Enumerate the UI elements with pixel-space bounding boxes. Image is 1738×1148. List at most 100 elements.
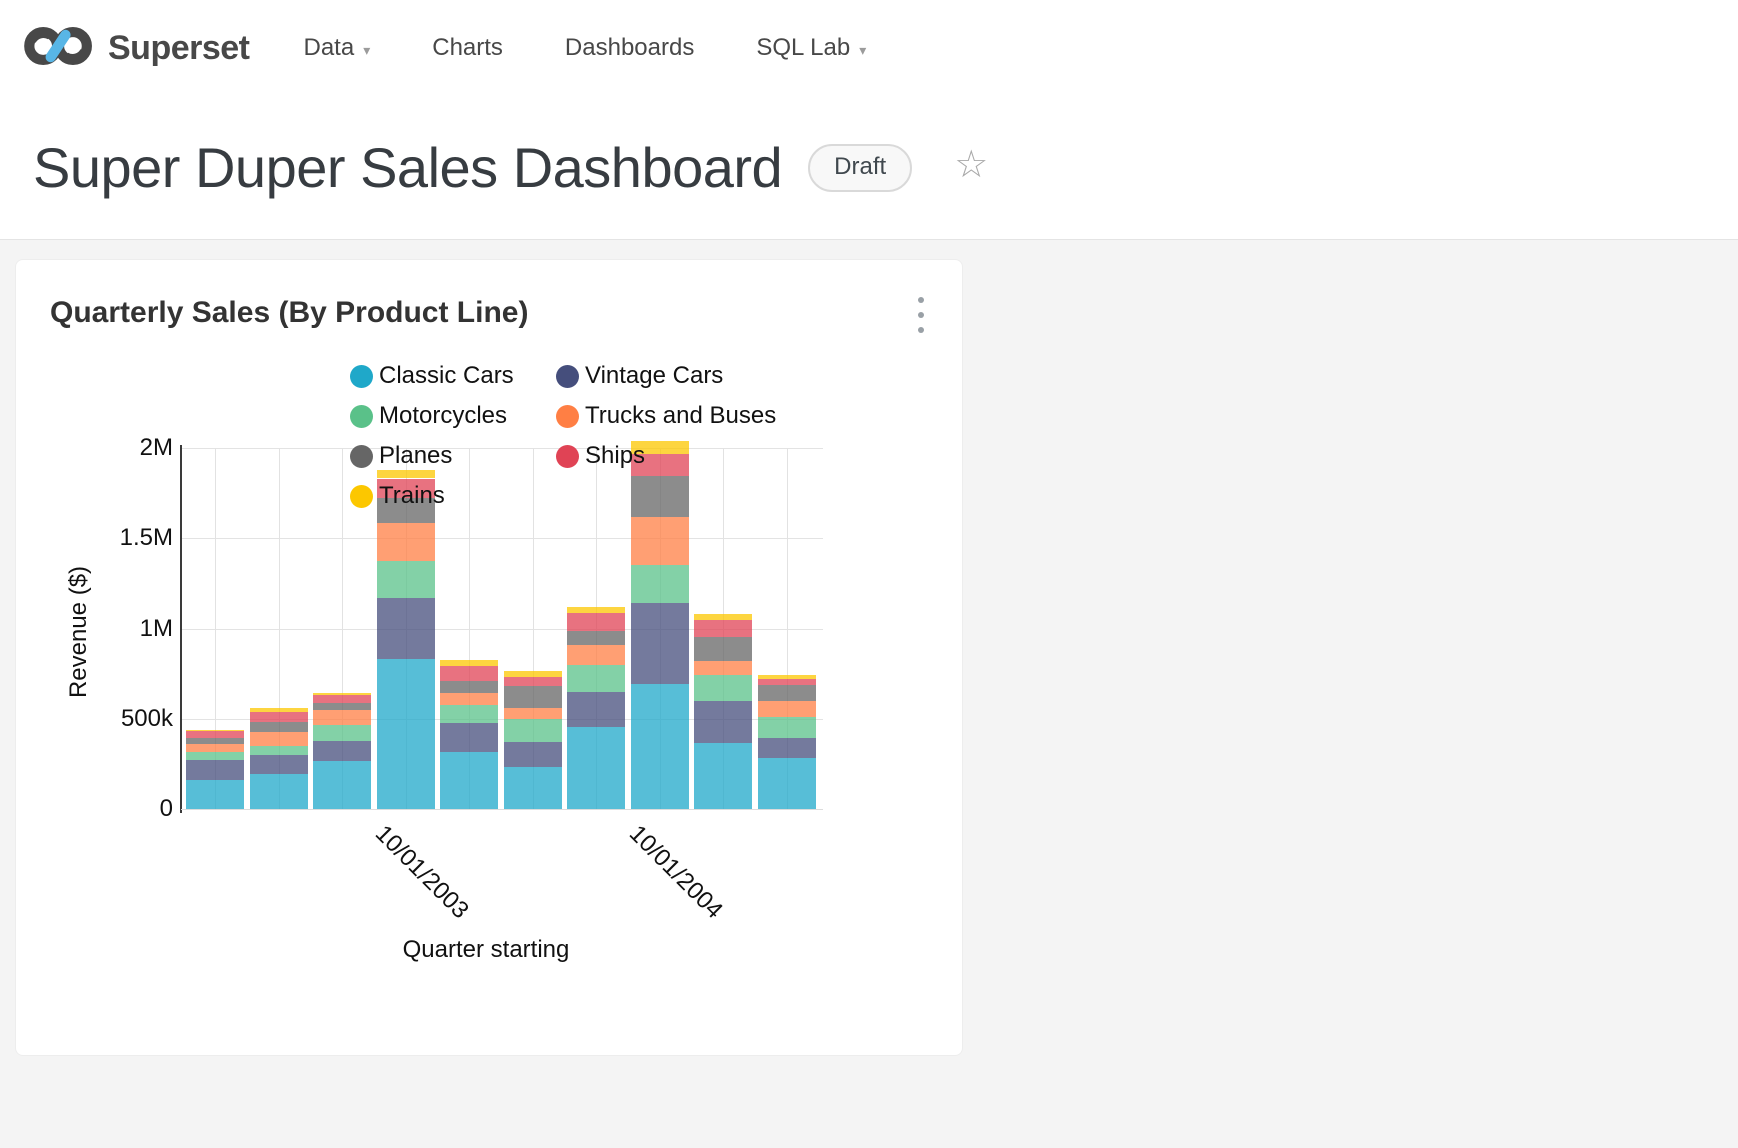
x-axis-line [181,809,823,810]
legend-item[interactable]: Trains [350,482,445,510]
bar-segment[interactable] [630,453,689,476]
bar-segment[interactable] [376,598,435,660]
bar-segment[interactable] [186,743,244,752]
legend-item[interactable]: Classic Cars [350,362,514,390]
bar-segment[interactable] [567,612,625,632]
favorite-star-icon[interactable]: ☆ [954,143,989,186]
bar-segment[interactable] [694,660,752,675]
bar-segment[interactable] [694,614,752,621]
bar-segment[interactable] [567,645,625,665]
bar-segment[interactable] [503,671,562,677]
superset-logo-link[interactable]: Superset [20,17,250,80]
bar-segment[interactable] [440,681,498,694]
kebab-menu-icon[interactable] [908,292,934,338]
bar-segment[interactable] [503,676,562,687]
bar-segment[interactable] [440,693,498,705]
bar-segment[interactable] [567,664,625,692]
bar-segment[interactable] [186,731,244,738]
bar-segment[interactable] [249,721,308,732]
legend-label: Trains [379,482,445,509]
legend-item[interactable]: Vintage Cars [556,362,723,390]
nav-item-sql-lab[interactable]: SQL Lab ▾ [756,34,867,61]
bar-segment[interactable] [440,660,498,667]
legend-label: Planes [379,442,453,469]
nav-item-data[interactable]: Data ▾ [303,34,371,61]
legend-item[interactable]: Motorcycles [350,402,507,430]
bar-segment[interactable] [694,701,752,743]
bar-segment[interactable] [376,470,435,479]
bar-segment[interactable] [249,746,308,756]
gridline [532,448,534,809]
bar-segment[interactable] [694,674,752,702]
bar-segment[interactable] [757,717,816,738]
bar-segment[interactable] [249,731,308,747]
bar-segment[interactable] [630,684,689,809]
bar-segment[interactable] [757,679,816,686]
bar-segment[interactable] [630,516,689,565]
bar-segment[interactable] [757,757,816,809]
bar-segment[interactable] [694,742,752,809]
bar-segment[interactable] [313,694,371,704]
y-tick-label: 500k [120,704,173,732]
legend-item[interactable]: Trucks and Buses [556,402,776,430]
bar-segment[interactable] [630,603,689,685]
bar-segment[interactable] [249,708,308,712]
bar-segment[interactable] [503,708,562,720]
bar-segment[interactable] [376,659,435,809]
bar-segment[interactable] [186,729,244,732]
bar-segment[interactable] [313,741,371,762]
bar-segment[interactable] [694,637,752,661]
bar-segment[interactable] [757,675,816,680]
bar-segment[interactable] [503,719,562,742]
legend-label: Vintage Cars [585,362,724,389]
bar-segment[interactable] [757,737,816,758]
gridline [181,628,823,630]
bar-segment[interactable] [503,766,562,809]
bar-segment[interactable] [440,723,498,752]
bar-segment[interactable] [376,497,435,524]
bar-segment[interactable] [249,773,308,809]
bar-segment[interactable] [313,703,371,711]
gridline [181,538,823,540]
bar-segment[interactable] [630,564,689,604]
bar-segment[interactable] [440,751,498,809]
gridline [469,448,470,809]
bar-segment[interactable] [376,478,435,498]
legend-item[interactable]: Ships [556,442,645,470]
bar-segment[interactable] [186,737,244,744]
gridline [342,448,343,809]
bar-segment[interactable] [757,685,816,702]
bar-segment[interactable] [376,523,435,562]
legend-color-dot-icon [350,444,373,468]
bar-segment[interactable] [186,760,244,781]
bar-segment[interactable] [503,741,562,767]
nav-item-charts[interactable]: Charts [432,34,503,61]
bar-segment[interactable] [567,631,625,646]
nav-item-dashboards[interactable]: Dashboards [564,34,695,61]
bar-segment[interactable] [630,441,689,454]
bar-segment[interactable] [313,710,371,726]
bar-segment[interactable] [567,691,625,728]
bar-segment[interactable] [567,607,625,613]
bar-segment[interactable] [694,620,752,638]
bar-segment[interactable] [440,666,498,682]
legend-item[interactable]: Planes [350,442,452,470]
bar-segment[interactable] [376,561,435,599]
bar-segment[interactable] [249,755,308,774]
chart-card: Quarterly Sales (By Product Line) 0 500k 1… [15,259,963,1056]
bar-segment[interactable] [757,701,816,718]
bar-segment[interactable] [567,727,625,809]
bar-segment[interactable] [249,711,308,722]
bar-segment[interactable] [313,725,371,742]
chart-title: Quarterly Sales (By Product Line) [50,296,529,329]
bar-segment[interactable] [503,686,562,709]
bar-segment[interactable] [630,475,689,517]
gridline [786,448,788,809]
superset-logo-icon [20,17,98,80]
bar-segment[interactable] [186,751,244,761]
bar-segment[interactable] [186,780,244,809]
bar-segment[interactable] [440,704,498,724]
bar-segment[interactable] [313,761,371,809]
page-title[interactable]: Super Duper Sales Dashboard [33,136,783,199]
bar-segment[interactable] [313,693,371,695]
